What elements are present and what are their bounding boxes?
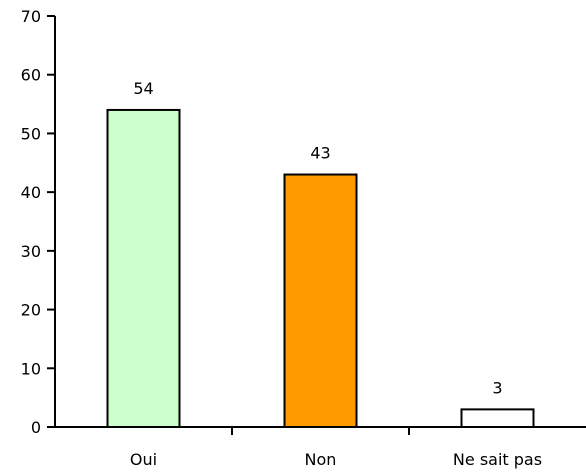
y-axis: 0 10 20 30 40 50 60 70 — [21, 7, 56, 437]
y-tick-label: 40 — [21, 183, 41, 202]
x-tick-label: Ne sait pas — [453, 450, 542, 469]
y-tick-label: 60 — [21, 66, 41, 85]
y-tick-label: 0 — [31, 418, 41, 437]
bar — [460, 408, 535, 428]
x-axis: Oui Non Ne sait pas — [55, 426, 586, 469]
bars — [106, 108, 535, 428]
x-tick-label: Oui — [130, 450, 157, 469]
y-tick-label: 70 — [21, 7, 41, 26]
bar — [106, 108, 181, 428]
data-label: 3 — [492, 378, 502, 397]
y-tick-label: 20 — [21, 301, 41, 320]
x-tick-label: Non — [305, 450, 337, 469]
y-tick-label: 50 — [21, 124, 41, 143]
data-label: 54 — [133, 79, 153, 98]
data-label: 43 — [310, 144, 330, 163]
y-tick-label: 30 — [21, 242, 41, 261]
data-labels: 54 43 3 — [133, 79, 502, 397]
bar — [283, 173, 358, 428]
y-tick-label: 10 — [21, 359, 41, 378]
